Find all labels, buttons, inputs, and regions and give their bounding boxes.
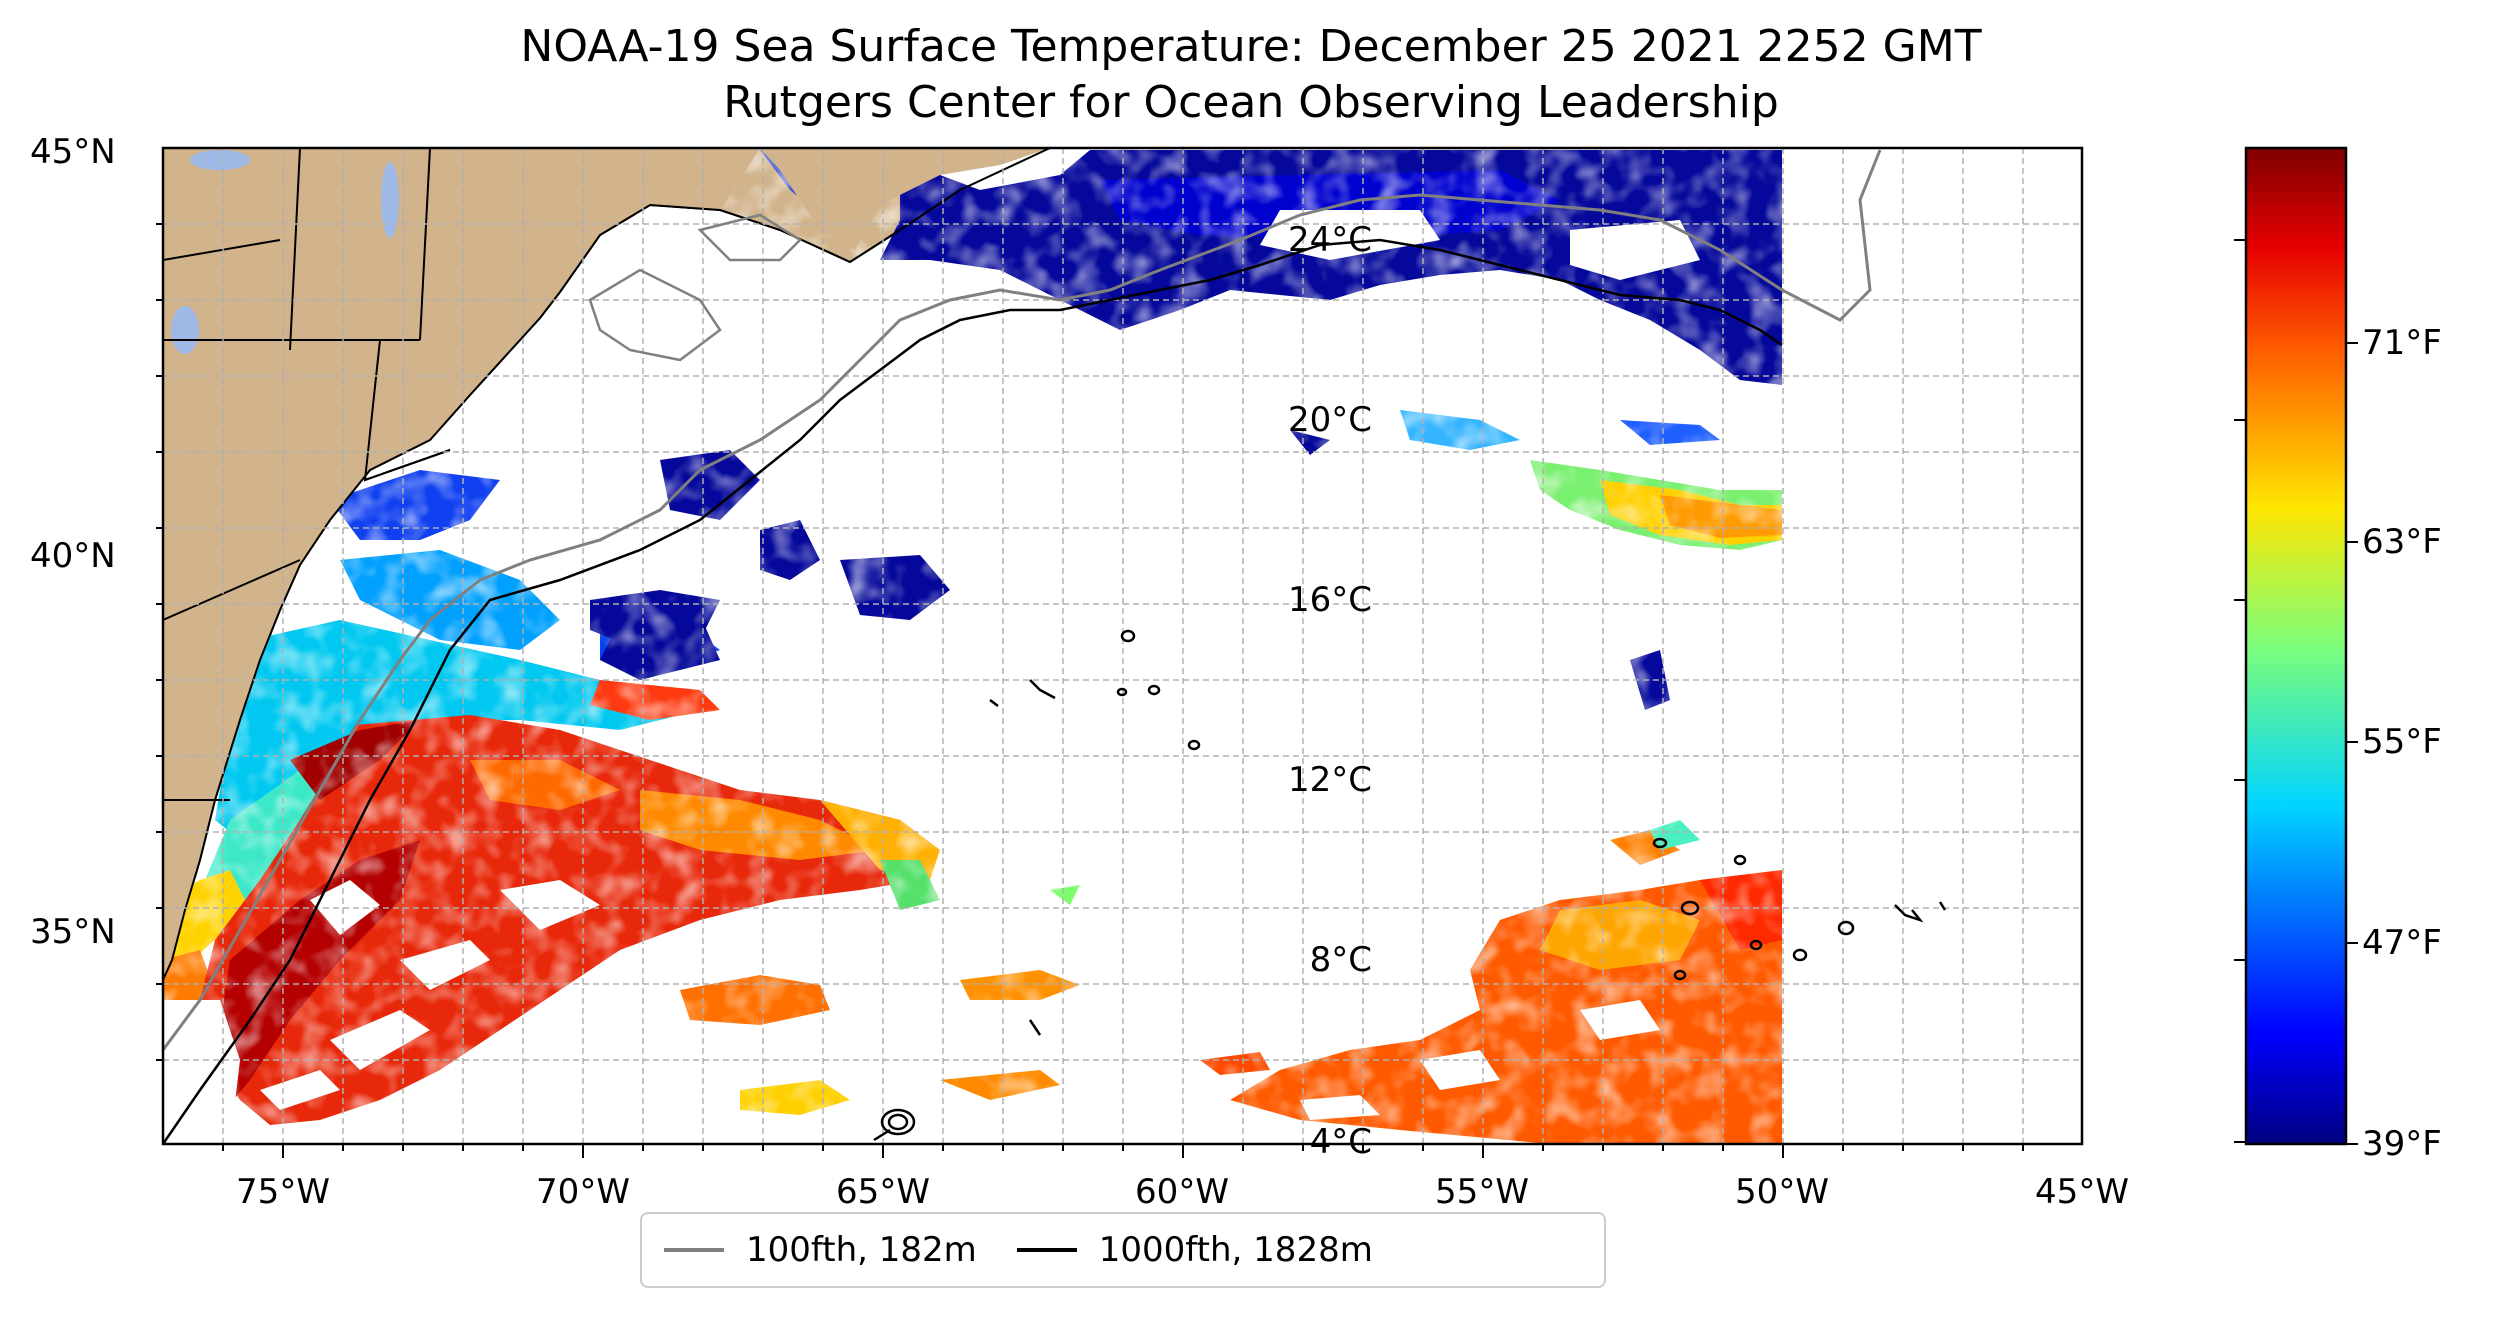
lon-label-65: 65°W [836,1172,930,1212]
cb-label-12c: 12°C [1287,760,1372,800]
lat-label-45: 45°N [30,132,116,172]
cb-label-4c: 4°C [1309,1122,1372,1162]
map-plot-area [163,148,2082,1144]
lat-label-35: 35°N [30,912,116,952]
cb-label-55f: 55°F [2362,722,2442,762]
cb-label-16c: 16°C [1287,580,1372,620]
cb-label-39f: 39°F [2362,1124,2442,1164]
cb-label-24c: 24°C [1287,220,1372,260]
cb-label-71f: 71°F [2362,323,2442,363]
gridlines [163,148,2082,1144]
legend-item-1000fth: 1000fth, 1828m [1016,1230,1373,1270]
isobath-100fth [163,149,1882,1051]
lon-label-75: 75°W [236,1172,330,1212]
isobath-legend: 100fth, 182m 1000fth, 1828m [640,1212,1606,1288]
legend-item-100fth: 100fth, 182m [664,1230,977,1270]
colorbar [2244,146,2348,1146]
map-subtitle: Rutgers Center for Ocean Observing Leade… [723,77,1779,128]
legend-label-100fth: 100fth, 182m [746,1230,977,1270]
legend-label-1000fth: 1000fth, 1828m [1098,1230,1373,1270]
map-title: NOAA-19 Sea Surface Temperature: Decembe… [520,21,1982,72]
lon-label-50: 50°W [1735,1172,1829,1212]
lat-label-40: 40°N [30,536,116,576]
cb-label-63f: 63°F [2362,522,2442,562]
legend-swatch-100fth [664,1248,724,1252]
lon-label-55: 55°W [1435,1172,1529,1212]
lon-label-70: 70°W [536,1172,630,1212]
lon-label-45: 45°W [2035,1172,2129,1212]
cb-label-47f: 47°F [2362,923,2442,963]
cb-label-20c: 20°C [1287,400,1372,440]
legend-swatch-1000fth [1016,1248,1077,1252]
seamount-contours [873,629,1947,1142]
axis-ticks [156,223,2024,1158]
colorbar-ticks [2234,239,2358,1145]
lon-label-60: 60°W [1135,1172,1229,1212]
isobath-1000fth [163,238,1783,1144]
cb-label-8c: 8°C [1309,940,1372,980]
